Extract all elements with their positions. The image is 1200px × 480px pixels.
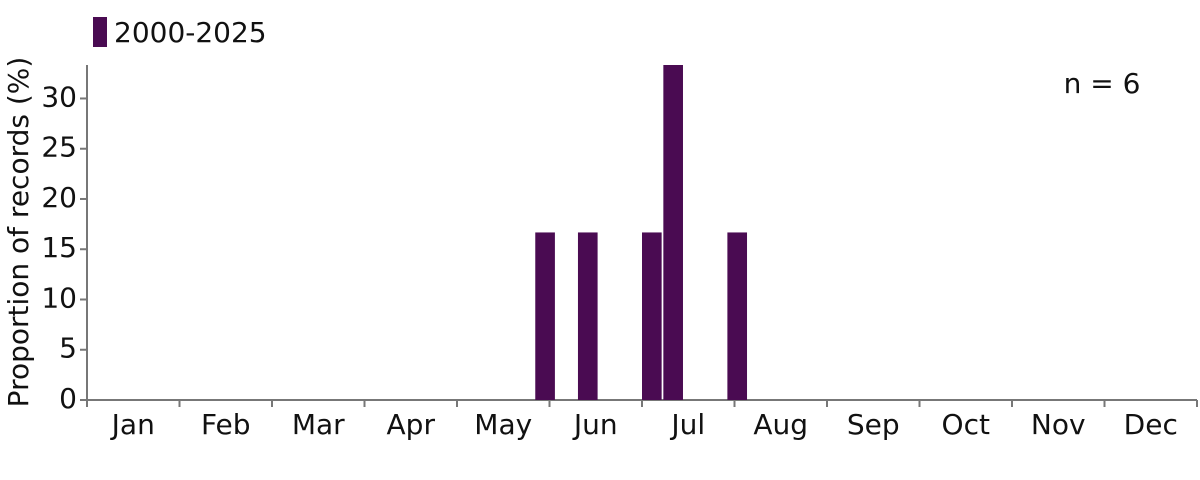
x-tick-label: Apr <box>387 408 436 441</box>
bar <box>663 65 683 400</box>
bar <box>727 232 748 400</box>
legend-label: 2000-2025 <box>114 16 267 49</box>
y-tick-label: 20 <box>41 181 77 214</box>
x-tick-label: Sep <box>847 408 900 441</box>
x-tick-label: Dec <box>1124 408 1178 441</box>
bar <box>577 232 598 400</box>
y-tick-label: 30 <box>41 80 77 113</box>
bar <box>642 232 662 400</box>
x-tick-label: May <box>474 408 532 441</box>
x-tick-label: Nov <box>1031 408 1086 441</box>
x-tick-label: Feb <box>201 408 251 441</box>
y-tick-label: 0 <box>59 382 77 415</box>
x-tick-label: Jan <box>110 408 155 441</box>
x-tick-label: Aug <box>753 408 808 441</box>
y-tick-label: 10 <box>41 281 77 314</box>
y-tick-label: 25 <box>41 131 77 164</box>
y-tick-label: 5 <box>59 332 77 365</box>
x-tick-label: Mar <box>292 408 345 441</box>
annotation: n = 6 <box>1064 67 1141 100</box>
y-tick-label: 15 <box>41 231 77 264</box>
x-tick-label: Jun <box>572 408 618 441</box>
legend-swatch <box>93 17 107 47</box>
x-tick-label: Oct <box>942 408 990 441</box>
x-tick-label: Jul <box>669 408 705 441</box>
bar <box>535 232 555 400</box>
y-axis-label: Proportion of records (%) <box>2 57 35 408</box>
